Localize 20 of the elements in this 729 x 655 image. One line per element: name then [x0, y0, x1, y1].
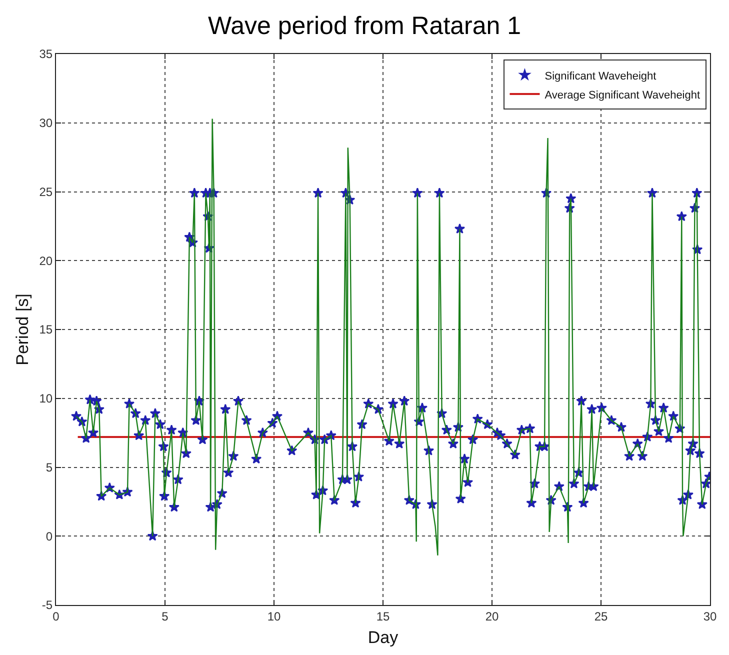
x-tick-label: 20 — [485, 609, 499, 624]
x-tick-label: 5 — [162, 609, 169, 624]
chart-title: Wave period from Rataran 1 — [208, 12, 522, 40]
legend-label: Significant Waveheight — [544, 70, 656, 82]
y-tick-label: 30 — [39, 116, 53, 130]
y-tick-label: 5 — [46, 460, 53, 474]
y-tick-label: 35 — [39, 47, 53, 62]
y-tick-label: 25 — [39, 184, 53, 199]
x-tick-label: 25 — [594, 609, 608, 624]
y-tick-label: 15 — [39, 322, 53, 337]
y-tick-label: -5 — [42, 598, 53, 612]
legend-label: Average Significant Waveheight — [544, 89, 700, 102]
y-tick-label: 10 — [39, 392, 53, 406]
x-tick-label: 15 — [376, 609, 390, 624]
y-tick-label: 0 — [46, 529, 53, 544]
x-tick-label: 30 — [703, 609, 717, 624]
x-axis-title: Day — [368, 628, 399, 647]
y-axis-title: Period [s] — [12, 294, 32, 366]
x-tick-label: 10 — [267, 609, 281, 624]
y-tick-label: 20 — [39, 254, 53, 268]
